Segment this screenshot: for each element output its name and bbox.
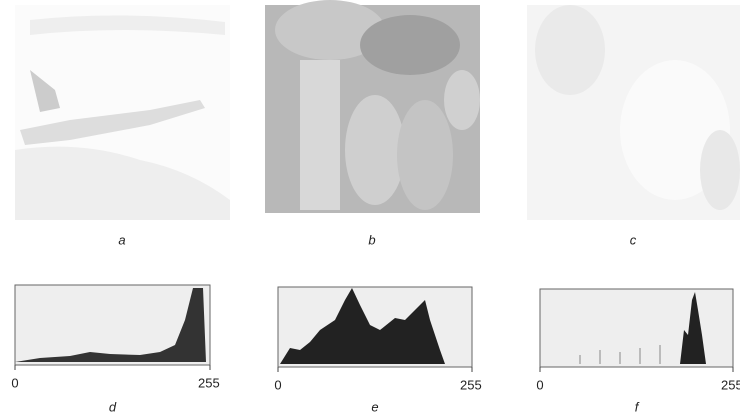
histogram-d bbox=[15, 285, 210, 365]
histogram-e bbox=[278, 287, 472, 367]
x-tick-label: 255 bbox=[460, 377, 482, 392]
x-tick-label: 255 bbox=[721, 377, 740, 392]
histogram-f bbox=[540, 289, 733, 367]
x-tick-label: 0 bbox=[274, 377, 281, 392]
image-b bbox=[265, 0, 480, 213]
x-tick-label: 0 bbox=[536, 377, 543, 392]
image-a bbox=[15, 5, 230, 220]
page: abc0255d0255e0255f (() => { const data =… bbox=[0, 0, 740, 420]
panel-label: d bbox=[109, 399, 117, 414]
panel-label: b bbox=[368, 232, 375, 247]
panel-label: e bbox=[371, 399, 378, 414]
image-c bbox=[527, 5, 740, 220]
panel-label: f bbox=[635, 399, 640, 414]
x-tick-label: 0 bbox=[11, 375, 18, 390]
x-tick-label: 255 bbox=[198, 375, 220, 390]
panel-label: c bbox=[630, 232, 637, 247]
figure: a b c 0 255 d 0 255 e 0 255 f bbox=[0, 0, 740, 420]
panel-label: a bbox=[118, 232, 125, 247]
